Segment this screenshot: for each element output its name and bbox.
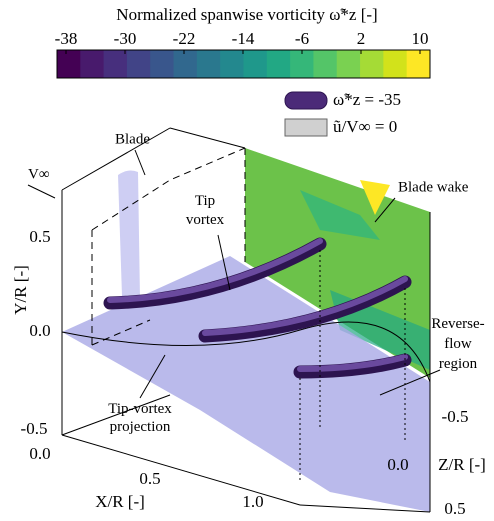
colorbar-band bbox=[406, 50, 431, 78]
annotation: Reverse-flow region bbox=[431, 316, 484, 372]
x-tick-label: 0.5 bbox=[139, 469, 160, 488]
legend-label: ũ/V∞ = 0 bbox=[333, 117, 397, 136]
scene bbox=[27, 127, 441, 513]
colorbar: -38 -30 -22 -14 -6 2 10 bbox=[55, 29, 431, 79]
legend-label: ω̃*z = -35 bbox=[333, 90, 401, 109]
y-axis-label: Y/R [-] bbox=[11, 265, 30, 315]
colorbar-tick-label: -30 bbox=[114, 29, 137, 48]
z-tick-label: 0.0 bbox=[387, 455, 408, 474]
z-tick-label: -0.5 bbox=[442, 407, 469, 426]
annotation-line: Tip-vortex bbox=[108, 401, 172, 417]
reverse-flow-surface bbox=[62, 256, 430, 512]
colorbar-band bbox=[336, 50, 361, 78]
colorbar-band bbox=[57, 50, 81, 78]
colorbar-band bbox=[290, 50, 314, 78]
annotation-line: Reverse- bbox=[431, 316, 484, 332]
blade bbox=[118, 170, 140, 302]
legend-swatch bbox=[284, 91, 328, 110]
colorbar-band bbox=[150, 50, 175, 78]
colorbar-tick-label: 10 bbox=[412, 29, 429, 48]
colorbar-tick-label: -38 bbox=[55, 29, 78, 48]
colorbar-tick-label: -6 bbox=[295, 29, 309, 48]
colorbar-band bbox=[103, 50, 128, 78]
colorbar-band bbox=[360, 50, 384, 78]
z-tick-label: 0.5 bbox=[444, 499, 465, 518]
callouts bbox=[27, 149, 441, 399]
colorbar-tick-label: -22 bbox=[173, 29, 196, 48]
colorbar-band bbox=[173, 50, 198, 78]
wake-patch bbox=[300, 190, 380, 240]
tip-vortex-highlight bbox=[107, 238, 408, 372]
legend-swatch bbox=[284, 118, 328, 137]
colorbar-tick-label: 2 bbox=[357, 29, 366, 48]
annotation-line: vortex bbox=[186, 212, 225, 228]
colorbar-band bbox=[383, 50, 408, 78]
annotation: Tip vortex bbox=[186, 193, 225, 228]
annotation-line: projection bbox=[110, 419, 171, 435]
colorbar-title: Normalized spanwise vorticity ω̃*z [-] bbox=[116, 5, 377, 24]
colorbar-band bbox=[220, 50, 244, 78]
annotation: Tip-vortex projection bbox=[108, 401, 172, 435]
y-tick-label: 0.0 bbox=[29, 321, 50, 340]
annotation-line: flow bbox=[444, 336, 472, 352]
x-axis-label: X/R [-] bbox=[95, 492, 145, 511]
annotation: Blade wake bbox=[398, 179, 469, 195]
x-tick-label: 1.0 bbox=[242, 492, 263, 511]
y-tick-label: -0.5 bbox=[21, 419, 48, 438]
wake-patch bbox=[360, 180, 390, 215]
annotation: Blade bbox=[115, 131, 150, 147]
colorbar-band bbox=[196, 50, 221, 78]
box-edges bbox=[61, 127, 431, 513]
colorbar-band bbox=[313, 50, 338, 78]
colorbar-band bbox=[80, 50, 105, 78]
y-tick-label: 0.5 bbox=[29, 227, 50, 246]
projection-lines bbox=[299, 250, 406, 480]
z-axis-label: Z/R [-] bbox=[438, 455, 486, 474]
annotation-line: region bbox=[439, 356, 478, 372]
annotation-line: Tip bbox=[195, 193, 215, 209]
colorbar-band bbox=[266, 50, 291, 78]
x-tick-label: 0.0 bbox=[29, 444, 50, 463]
colorbar-tick-label: -14 bbox=[232, 29, 255, 48]
colorbar-band bbox=[126, 50, 151, 78]
colorbar-band bbox=[243, 50, 268, 78]
annotation: V∞ bbox=[28, 166, 50, 182]
